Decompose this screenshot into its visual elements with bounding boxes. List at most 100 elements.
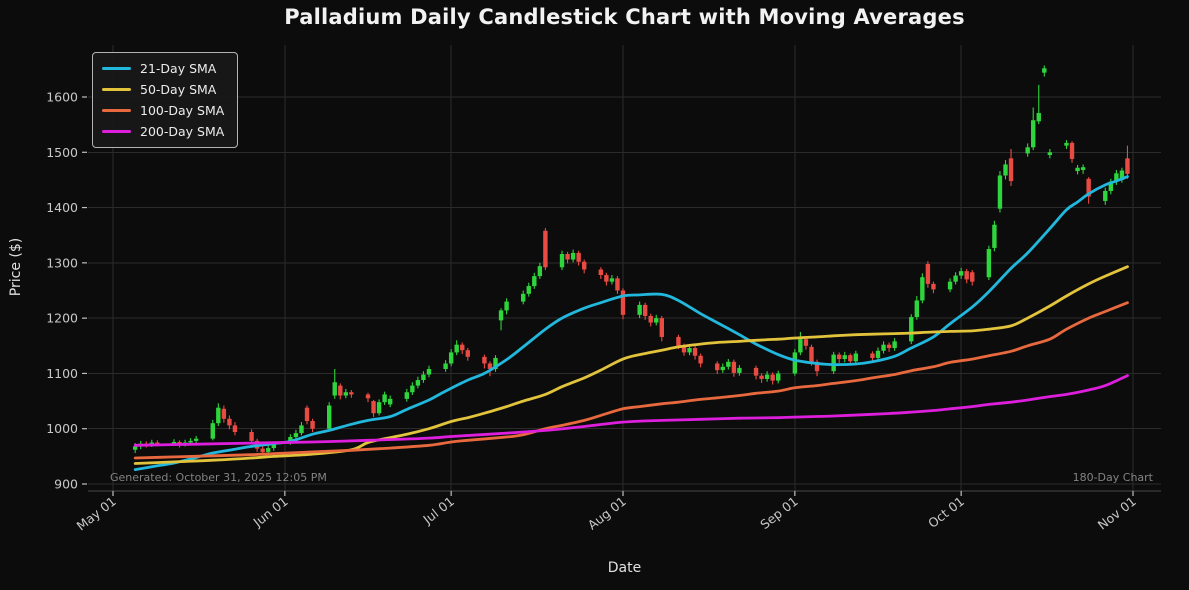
candle-up [798, 339, 803, 353]
candle-up [266, 448, 271, 452]
candle-down [604, 275, 609, 282]
candle-up [532, 276, 537, 287]
candle-down [249, 432, 254, 441]
candle-down [870, 353, 875, 358]
candle-up [216, 407, 221, 424]
legend-item-21-day-sma: 21-Day SMA [102, 60, 224, 77]
candle-down [598, 269, 604, 276]
candle-up [1103, 190, 1108, 201]
candle-down [681, 345, 687, 353]
candle-up [1047, 152, 1053, 156]
candle-down [925, 263, 931, 284]
candle-up [609, 278, 615, 282]
y-tick-label: 1400 [46, 200, 78, 215]
candle-up [343, 392, 349, 396]
candle-up [914, 300, 920, 318]
sma-lines [133, 175, 1129, 471]
candle-down [338, 385, 343, 396]
candle-up [421, 374, 426, 381]
candle-down [460, 344, 465, 351]
candle-up [299, 425, 304, 434]
candle-up [776, 373, 781, 381]
legend-item-200-day-sma: 200-Day SMA [102, 123, 224, 140]
candle-down [809, 346, 814, 362]
candle-down [465, 350, 470, 357]
candle-up [1080, 167, 1086, 170]
y-tick-label: 1300 [46, 255, 78, 270]
candle-up [953, 275, 958, 282]
candle-down [487, 363, 493, 370]
candle-up [404, 392, 410, 399]
candle-up [687, 347, 692, 353]
candle-down [615, 278, 620, 291]
candle-up [1042, 68, 1047, 73]
candle-down [676, 336, 681, 346]
candle-up [920, 277, 925, 301]
legend: 21-Day SMA 50-Day SMA 100-Day SMA 200-Da… [92, 52, 239, 148]
candle-down [620, 290, 626, 315]
candle-down [931, 283, 936, 290]
candle-down [698, 355, 703, 364]
sma-line-200-day-sma [133, 374, 1129, 447]
candle-down [1069, 142, 1075, 159]
candle-up [875, 350, 881, 358]
candle-up [1114, 173, 1119, 182]
candle-down [803, 339, 809, 346]
candle-up [443, 363, 448, 370]
chart-title: Palladium Daily Candlestick Chart with M… [284, 5, 965, 29]
candle-up [448, 352, 454, 364]
candle-up [947, 281, 953, 290]
candle-up [382, 394, 387, 403]
legend-label: 50-Day SMA [140, 82, 217, 97]
candle-up [332, 382, 337, 396]
legend-label: 21-Day SMA [140, 61, 217, 76]
candle-down [565, 254, 570, 260]
candle-down [310, 420, 315, 429]
y-tick-label: 1000 [46, 421, 78, 436]
candle-down [970, 272, 975, 282]
candle-down [155, 442, 160, 445]
candle-down [848, 355, 853, 362]
candle-down [581, 261, 587, 270]
y-tick-label: 1600 [46, 90, 78, 105]
candle-up [171, 441, 177, 445]
candle-down [642, 304, 648, 316]
candle-down [221, 408, 227, 419]
candle-down [648, 315, 653, 323]
candle-up [1003, 164, 1008, 176]
candle-up [1031, 120, 1036, 148]
candle-down [964, 271, 969, 280]
candle-down [770, 374, 775, 381]
candle-down [304, 407, 310, 421]
candle-down [1125, 158, 1130, 174]
sma-21-line-swatch-icon [102, 67, 131, 70]
candle-down [260, 448, 265, 452]
candle-up [498, 310, 504, 321]
candle-down [886, 344, 892, 348]
candle-down [1008, 158, 1014, 182]
candle-up [387, 398, 393, 405]
candle-up [958, 271, 964, 276]
x-axis-label: Date [607, 560, 642, 576]
candle-up [570, 252, 576, 260]
candle-up [853, 353, 859, 362]
candle-down [1086, 178, 1091, 197]
candle-up [1025, 147, 1030, 154]
chart-period-label: 180-Day Chart [1072, 471, 1153, 484]
candle-down [349, 392, 354, 395]
sma-50-line-swatch-icon [102, 88, 131, 91]
candle-down [482, 356, 487, 364]
candle-up [720, 366, 725, 371]
candle-up [454, 344, 459, 353]
candle-up [842, 355, 847, 360]
y-tick-labels: 900 1000 1100 1200 1300 1400 1500 1600 [46, 90, 87, 492]
legend-item-50-day-sma: 50-Day SMA [102, 81, 224, 98]
candle-up [210, 423, 215, 439]
sma-line-100-day-sma [133, 301, 1129, 460]
candle-up [521, 293, 526, 302]
candle-up [376, 402, 382, 414]
candle-up [288, 437, 293, 443]
candle-down [365, 394, 371, 399]
candle-up [986, 249, 992, 278]
